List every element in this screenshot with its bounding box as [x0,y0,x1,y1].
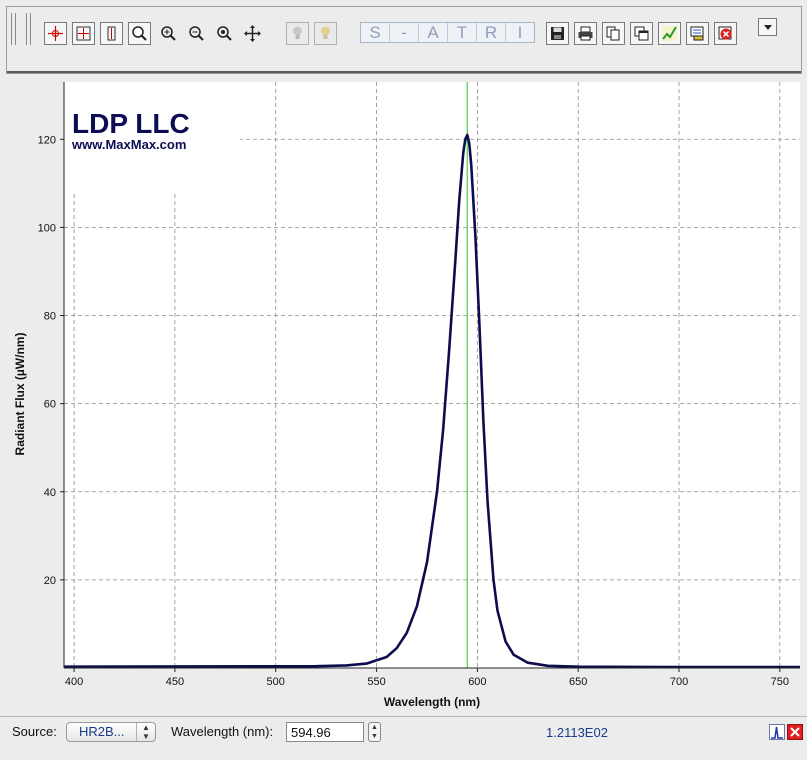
copy-button[interactable] [602,22,625,45]
status-bar: Source: HR2B... ▲▼ Wavelength (nm): ▲▼ 1… [0,716,807,760]
x-tick-label: 450 [166,676,184,688]
axes: 400 450 500 550 600 650 700 750 20 40 60 80 100 120 [38,82,800,688]
x-tick-label: 650 [569,676,587,688]
export-icon [690,26,704,41]
y-tick-label: 100 [38,222,56,234]
copy-window-button[interactable] [630,22,653,45]
mode-letter-r[interactable]: R [477,23,506,42]
crosshair-icon [48,26,63,41]
toolbar-grip[interactable] [11,13,12,45]
y-tick-label: 60 [44,399,56,411]
mode-letter-s[interactable]: S [361,23,390,42]
printer-icon [578,26,593,41]
print-button[interactable] [574,22,597,45]
y-tick-label: 120 [38,134,56,146]
export-button[interactable] [686,22,709,45]
close-button[interactable] [787,724,803,740]
lamp-icon [321,26,330,39]
x-tick-label: 400 [65,676,83,688]
y-tick-label: 20 [44,575,56,587]
lamp-icon [293,26,302,39]
zoom-fit-button[interactable] [128,22,151,45]
logo-background [64,82,240,192]
zoom-vertical-icon [107,26,116,41]
chevron-down-icon [763,25,772,30]
source-label: Source: [12,724,57,739]
x-tick-label: 600 [468,676,486,688]
wavelength-label: Wavelength (nm): [171,724,274,739]
chart-settings-button[interactable] [658,22,681,45]
chart-icon [662,26,677,41]
y-axis-label: Radiant Flux (µW/nm) [13,333,27,456]
save-button[interactable] [546,22,569,45]
flux-readout: 1.2113E02 [546,725,608,740]
zoom-fit-icon [132,26,147,41]
toolbar-grip[interactable] [26,13,27,45]
crosshair-tool-button[interactable] [44,22,67,45]
zoom-in-icon [161,26,176,41]
x-tick-label: 550 [367,676,385,688]
x-tick-label: 750 [771,676,789,688]
wavelength-spinner[interactable]: ▲ ▼ [368,722,381,742]
y-tick-label: 80 [44,311,56,323]
zoom-reset-button[interactable] [213,22,236,45]
close-icon [790,727,800,737]
pan-icon [244,25,261,42]
mode-letter-group: S - A T R I [360,22,535,43]
x-tick-label: 500 [267,676,285,688]
spectrum-chart[interactable]: LDP LLC www.MaxMax.com 400 450 500 550 600 65… [0,76,807,716]
copy-icon [606,26,620,41]
wavelength-input[interactable] [286,722,364,742]
lamp-off-button[interactable] [286,22,309,45]
zoom-out-button[interactable] [185,22,208,45]
y-tick-label: 40 [44,487,56,499]
mode-letter-a[interactable]: A [419,23,448,42]
toolbar: S - A T R I [6,6,802,74]
toolbar-grip[interactable] [15,13,16,45]
logo-website: www.MaxMax.com [71,137,186,152]
zoom-y-tool-button[interactable] [100,22,123,45]
mode-letter-dash[interactable]: - [390,23,419,42]
zoom-box-tool-button[interactable] [72,22,95,45]
spectrum-series-line [63,133,800,669]
zoom-out-icon [189,26,204,41]
peak-button[interactable] [769,724,785,740]
mode-letter-t[interactable]: T [448,23,477,42]
peak-icon [771,726,783,739]
x-axis-label: Wavelength (nm) [384,695,480,709]
pan-button[interactable] [241,22,264,45]
series-layer [63,133,800,669]
source-select[interactable]: HR2B... ▲ ▼ [66,722,156,742]
toolbar-grip[interactable] [30,13,31,45]
more-options-button[interactable] [758,18,777,36]
source-select-value: HR2B... [79,724,125,739]
source-select-arrows[interactable]: ▲ ▼ [136,723,155,741]
lamp-on-button[interactable] [314,22,337,45]
mode-letter-i[interactable]: I [517,22,523,42]
zoom-in-button[interactable] [157,22,180,45]
zoom-box-icon [76,26,91,41]
floppy-disk-icon [551,27,564,40]
delete-button[interactable] [714,22,737,45]
copy-window-icon [634,26,649,41]
zoom-reset-icon [217,26,232,41]
x-tick-label: 700 [670,676,688,688]
logo-company-name: LDP LLC [72,108,190,139]
delete-icon [718,26,732,40]
